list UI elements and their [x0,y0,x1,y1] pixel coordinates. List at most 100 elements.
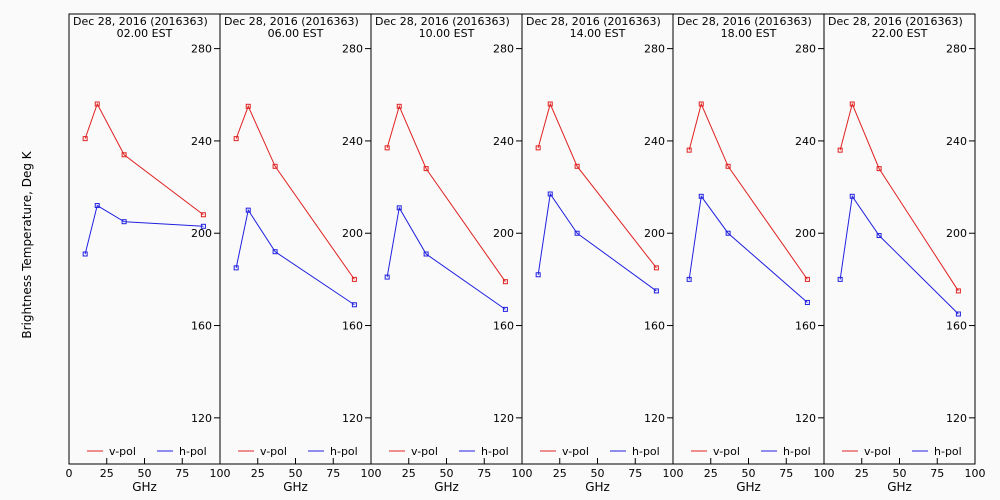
y-tick-label: 120 [342,412,363,425]
series-line-h-pol [235,208,355,306]
data-point-v-pol [686,147,692,153]
panel-subtitle: 22.00 EST [872,27,928,40]
data-point-h-pol [955,311,961,317]
panel-subtitle: 06.00 EST [268,27,324,40]
chart-panels: Dec 28, 2016 (2016363)02.00 EST120160200… [66,13,986,494]
x-tick-label: 100 [210,467,231,480]
legend-label-v-pol: v-pol [713,445,740,458]
panel-subtitle: 14.00 EST [570,27,626,40]
data-point-v-pol [547,101,553,107]
x-tick-label: 25 [251,467,265,480]
data-point-h-pol [804,299,810,305]
legend-label-h-pol: h-pol [179,445,207,458]
x-tick-label: 100 [814,467,835,480]
y-tick-label: 160 [946,320,967,333]
data-point-h-pol [653,288,659,294]
data-point-v-pol [653,265,659,271]
x-tick-label: 25 [704,467,718,480]
x-tick-label: 75 [930,467,944,480]
panel-subtitle: 02.00 EST [117,27,173,40]
data-point-h-pol [94,203,100,209]
panel-title: Dec 28, 2016 (2016363) [73,15,208,28]
legend-label-v-pol: v-pol [864,445,891,458]
data-point-h-pol [547,191,553,197]
x-tick-label: 50 [289,467,303,480]
x-tick-label: 75 [175,467,189,480]
data-point-h-pol [396,205,402,211]
data-point-h-pol [121,219,127,225]
y-tick-label: 120 [795,412,816,425]
y-tick-label: 280 [493,43,514,56]
y-tick-label: 120 [946,412,967,425]
data-point-v-pol [423,166,429,172]
data-point-h-pol [245,207,251,213]
y-tick-label: 240 [946,135,967,148]
y-tick-label: 280 [342,43,363,56]
series-line-h-pol [84,204,204,255]
data-point-v-pol [502,279,508,285]
series-line-v-pol [386,104,506,282]
legend-label-h-pol: h-pol [783,445,811,458]
y-tick-label: 280 [795,43,816,56]
data-point-v-pol [725,163,731,169]
data-point-h-pol [849,193,855,199]
panel-subtitle: 18.00 EST [721,27,777,40]
data-point-h-pol [837,276,843,282]
x-tick-label: 25 [855,467,869,480]
x-tick-label: 100 [965,467,986,480]
y-tick-label: 200 [644,227,665,240]
data-point-v-pol [351,276,357,282]
legend-label-h-pol: h-pol [632,445,660,458]
data-point-h-pol [351,302,357,308]
y-tick-label: 240 [191,135,212,148]
data-point-v-pol [955,288,961,294]
y-tick-label: 160 [342,320,363,333]
chart-panel-1: Dec 28, 2016 (2016363)02.00 EST 120 160 200… [66,13,231,494]
series-line-v-pol [235,104,355,280]
data-point-h-pol [423,251,429,257]
data-point-v-pol [804,276,810,282]
data-point-h-pol [574,230,580,236]
x-tick-label: 25 [100,467,114,480]
x-tick-label: 100 [512,467,533,480]
legend-label-v-pol: v-pol [109,445,136,458]
data-point-v-pol [233,136,239,142]
data-point-h-pol [233,265,239,271]
panel-title: Dec 28, 2016 (2016363) [224,15,359,28]
data-point-h-pol [272,249,278,255]
x-tick-label: 0 [66,467,73,480]
legend-label-v-pol: v-pol [562,445,589,458]
data-point-v-pol [121,152,127,158]
x-axis-label: GHz [132,480,157,494]
series-line-h-pol [688,195,808,303]
x-tick-label: 50 [591,467,605,480]
y-tick-label: 240 [493,135,514,148]
y-tick-label: 200 [795,227,816,240]
y-tick-label: 120 [644,412,665,425]
data-point-v-pol [82,136,88,142]
series-line-h-pol [386,206,506,310]
x-tick-label: 50 [138,467,152,480]
series-line-h-pol [839,194,959,315]
chart-panel-2: Dec 28, 2016 (2016363)06.00 EST 120 160 200… [219,13,382,494]
y-tick-label: 240 [342,135,363,148]
data-point-h-pol [535,272,541,278]
data-point-h-pol [82,251,88,257]
y-tick-label: 240 [795,135,816,148]
data-point-h-pol [686,276,692,282]
y-tick-label: 200 [493,227,514,240]
y-tick-label: 160 [493,320,514,333]
panel-title: Dec 28, 2016 (2016363) [828,15,963,28]
x-axis-label: GHz [434,480,459,494]
data-point-h-pol [200,223,206,229]
data-point-v-pol [876,166,882,172]
y-tick-label: 280 [191,43,212,56]
data-point-v-pol [849,101,855,107]
series-line-v-pol [839,102,959,292]
legend-label-h-pol: h-pol [481,445,509,458]
y-tick-label: 160 [191,320,212,333]
data-point-v-pol [396,103,402,109]
y-tick-label: 200 [191,227,212,240]
y-tick-label: 120 [191,412,212,425]
